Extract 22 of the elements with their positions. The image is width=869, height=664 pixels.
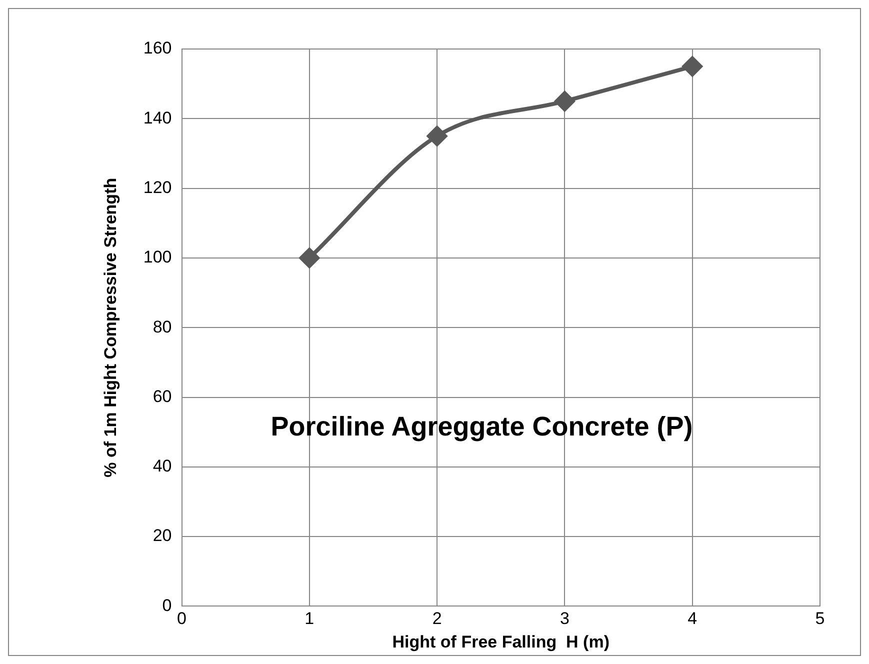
annotation: Porciline Agreggate Concrete (P) — [270, 411, 693, 442]
y-tick-label: 120 — [143, 178, 172, 197]
y-tick-label: 100 — [143, 248, 172, 267]
y-tick-label: 40 — [152, 456, 172, 476]
y-axis-title: % of 1m Hight Compressive Strength — [100, 178, 120, 478]
x-tick-label: 4 — [688, 609, 698, 628]
x-tick-label: 1 — [304, 609, 314, 628]
x-tick-label: 0 — [177, 609, 186, 628]
y-tick-label: 60 — [152, 386, 172, 406]
y-tick-label: 140 — [143, 108, 172, 128]
point — [299, 248, 320, 268]
point — [682, 56, 702, 76]
y-tick-label: 0 — [162, 596, 172, 615]
x-axis-title: Hight of Free Falling H (m) — [392, 632, 610, 652]
x-tick-label: 5 — [815, 609, 825, 628]
x-tick-label: 2 — [432, 609, 442, 628]
y-tick-label: 80 — [152, 317, 172, 336]
x-tick-label: 3 — [560, 609, 570, 628]
y-tick-label: 160 — [143, 38, 172, 58]
point — [427, 126, 448, 146]
y-tick-label: 20 — [152, 526, 172, 546]
point — [554, 91, 575, 112]
